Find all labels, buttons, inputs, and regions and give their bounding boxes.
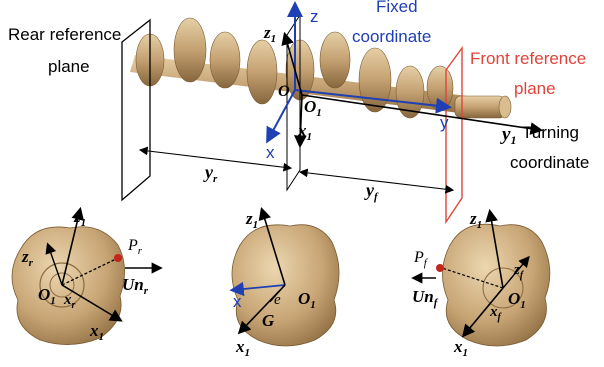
- crankshaft-3d: [130, 17, 512, 119]
- center-z1-label: z1: [245, 209, 258, 231]
- rear-x1-label: x1: [89, 321, 104, 343]
- front-plane-label-2: plane: [514, 79, 556, 98]
- yr-label: yr: [203, 162, 218, 185]
- turning-coordinate-axes: [281, 31, 544, 149]
- center-x-label: x: [233, 292, 242, 311]
- dimension-lines: [138, 146, 455, 194]
- yf-label: yf: [364, 180, 379, 203]
- rear-view: z1 zr Pr Unr O1 xr x1: [11, 206, 163, 345]
- z-fixed-label: z: [310, 7, 319, 26]
- fixed-coordinate-axes: [266, 1, 452, 144]
- rear-Un-label: Unr: [122, 275, 149, 297]
- front-xf-label: xf: [489, 304, 503, 323]
- front-plane-label-1: Front reference: [470, 49, 586, 68]
- fixed-label-2: coordinate: [352, 27, 431, 46]
- rear-reference-plane: [121, 18, 151, 202]
- z1-label: z1: [263, 23, 276, 45]
- fixed-label-1: Fixed: [376, 0, 418, 16]
- rear-zr-label: zr: [21, 247, 34, 269]
- center-view: z1 x e G O1 x1: [229, 206, 340, 359]
- front-Pf-label: Pf: [413, 249, 429, 269]
- rear-xr-label: xr: [63, 292, 76, 311]
- center-O1-label: O1: [298, 289, 316, 311]
- front-x1-label: x1: [453, 337, 468, 359]
- origin-label: O: [278, 83, 290, 100]
- center-e-label: e: [274, 292, 281, 308]
- rear-O1-label: O1: [38, 285, 56, 307]
- rear-plane-label-2: plane: [48, 57, 90, 76]
- x1-label: x1: [297, 121, 312, 143]
- x-fixed-label: x: [266, 143, 275, 162]
- y1-label: y1: [500, 124, 516, 147]
- center-G-label: G: [262, 311, 275, 330]
- rear-plane-label-1: Rear reference: [8, 25, 121, 44]
- center-x1-label: x1: [235, 337, 250, 359]
- front-view: z1 Pf zf Unf O1 xf x1: [411, 208, 551, 359]
- front-Un-label: Unf: [412, 287, 439, 309]
- turning-label-1: Turning: [522, 123, 579, 142]
- O1-label: O1: [304, 97, 322, 119]
- rear-Pr-label: Pr: [127, 237, 143, 257]
- front-O1-label: O1: [508, 289, 526, 311]
- front-z1-label: z1: [469, 209, 482, 231]
- point-Pr: [114, 254, 122, 262]
- point-Pf: [436, 264, 444, 272]
- y-fixed-label: y: [440, 113, 449, 132]
- rear-z1-label: z1: [73, 207, 86, 229]
- front-zf-label: zf: [513, 262, 525, 281]
- turning-label-2: coordinate: [510, 153, 589, 172]
